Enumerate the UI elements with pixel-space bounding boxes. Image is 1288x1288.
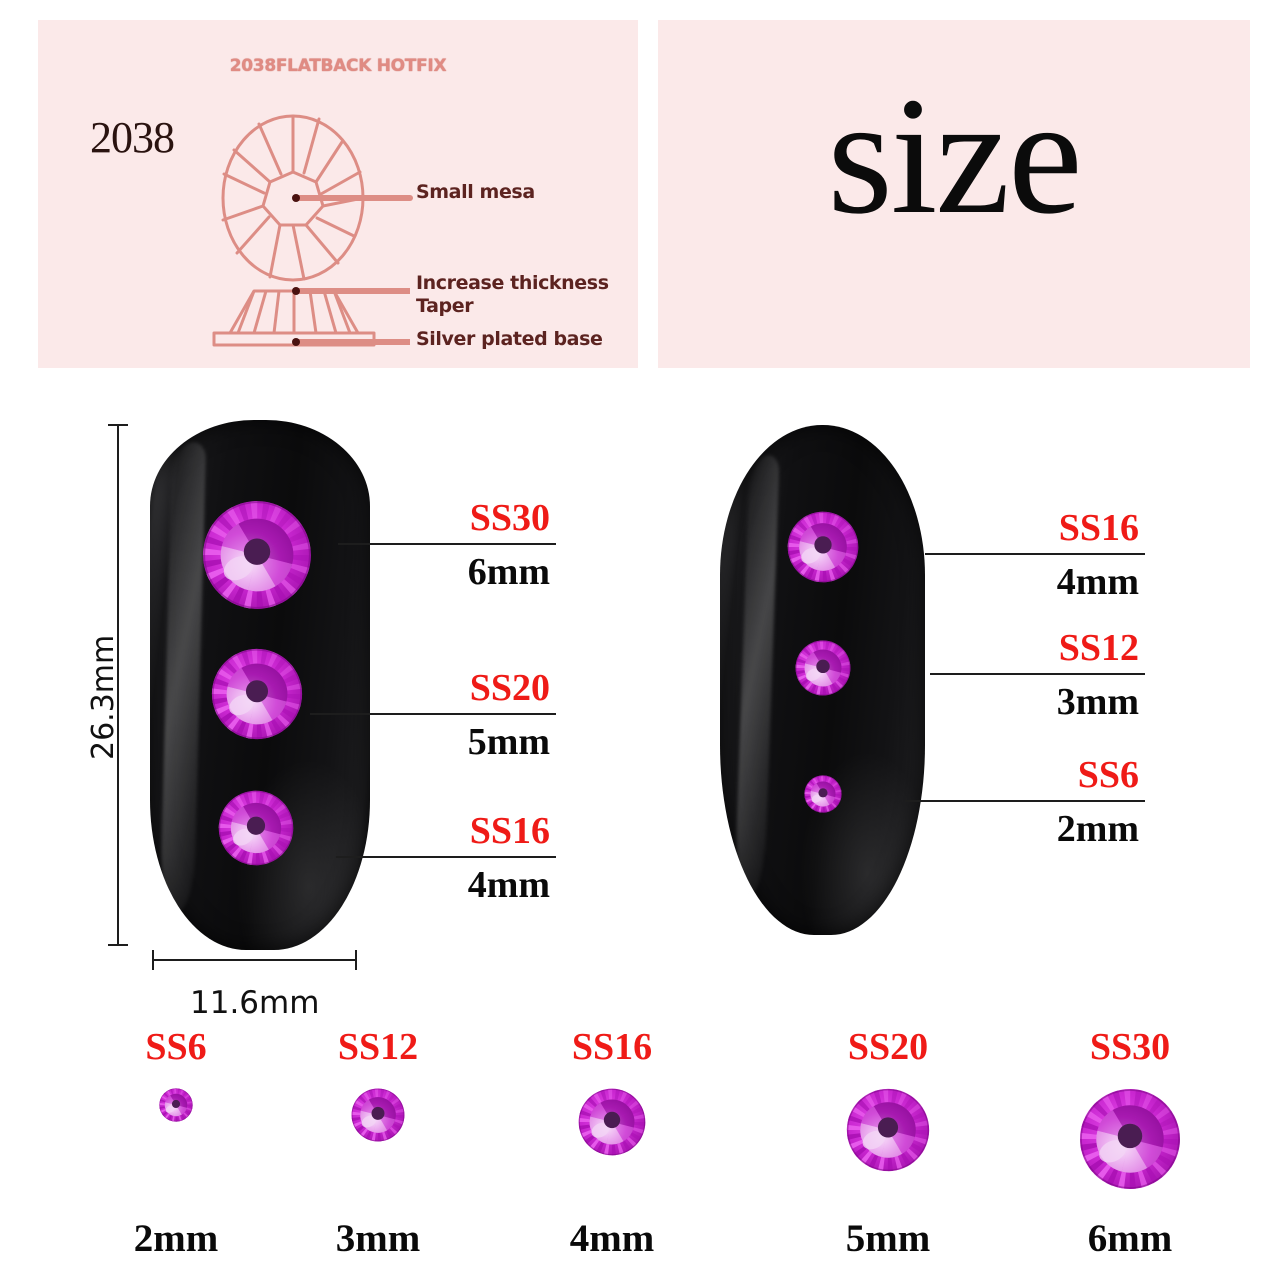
callout-ss-label: SS16 [1058,507,1139,549]
sample-gem [1079,1088,1181,1190]
callout-ss-label: SS16 [469,810,550,852]
callout-mm-label: 3mm [1056,681,1139,723]
callout-ss-label: SS20 [469,667,550,709]
sample-ss6: SS6 2mm [86,1028,266,1258]
sample-gem [159,1088,193,1122]
sample-gem [846,1088,930,1172]
gem-ss16 [218,790,294,866]
sample-ss-label: SS30 [1089,1026,1171,1068]
dimension-cap-right [355,950,357,970]
size-panel: size [658,20,1250,368]
sample-mm-label: 6mm [1087,1217,1173,1260]
callout-mm-label: 4mm [467,864,550,906]
callout-ss-label: SS12 [1058,627,1139,669]
spec-panel-title: 2038FLATBACK HOTFIX [229,56,447,76]
rhinestone-diagram-icon [212,114,413,347]
sample-ss12: SS12 3mm [288,1028,468,1258]
sample-mm-label: 3mm [335,1217,421,1260]
dimension-stem [152,959,357,961]
callout-rule [905,800,1145,802]
callout-rule [338,543,556,545]
callout-rule [925,553,1145,555]
sample-ss-label: SS6 [145,1026,207,1068]
sample-gem [351,1088,405,1142]
spec-product-code: 2038 [90,113,175,162]
sample-ss-label: SS16 [571,1026,653,1068]
nail-width-dimension-line [152,950,357,970]
gem-ss12 [795,640,851,696]
callout-ss-label: SS6 [1077,754,1139,796]
spec-label-increase-thickness: Increase thickness [416,272,609,294]
dimension-stem [117,424,119,946]
gem-ss6 [804,775,842,813]
callout-ss-label: SS30 [469,497,550,539]
sample-ss16: SS16 4mm [522,1028,702,1258]
callout-mm-label: 6mm [467,551,550,593]
callout-rule [310,713,556,715]
nail-left [150,420,370,950]
sample-mm-label: 5mm [845,1217,931,1260]
size-heading: size [827,63,1082,249]
nail-width-label: 11.6mm [190,985,320,1021]
callout-mm-label: 5mm [467,721,550,763]
gem-ss16 [787,511,859,583]
nail-height-dimension-line [108,424,128,946]
sample-gem [578,1088,646,1156]
sample-ss30: SS30 6mm [1040,1028,1220,1258]
nail-right [720,425,925,935]
callout-mm-label: 4mm [1056,561,1139,603]
spec-label-silver-plated-base: Silver plated base [416,328,603,350]
nail-height-label: 26.3mm [86,634,121,760]
callout-rule [336,856,556,858]
sample-mm-label: 4mm [569,1217,655,1260]
callout-mm-label: 2mm [1056,808,1139,850]
gem-ss30 [202,500,312,610]
callout-rule [930,673,1145,675]
sample-ss20: SS20 5mm [798,1028,978,1258]
dimension-cap-bottom [108,944,128,946]
spec-label-small-mesa: Small mesa [416,181,535,203]
gem-ss20 [211,648,303,740]
spec-panel: 2038FLATBACK HOTFIX 2038 [38,20,638,368]
sample-ss-label: SS12 [337,1026,419,1068]
sample-ss-label: SS20 [847,1026,929,1068]
spec-label-taper: Taper [416,295,474,317]
sample-mm-label: 2mm [133,1217,219,1260]
